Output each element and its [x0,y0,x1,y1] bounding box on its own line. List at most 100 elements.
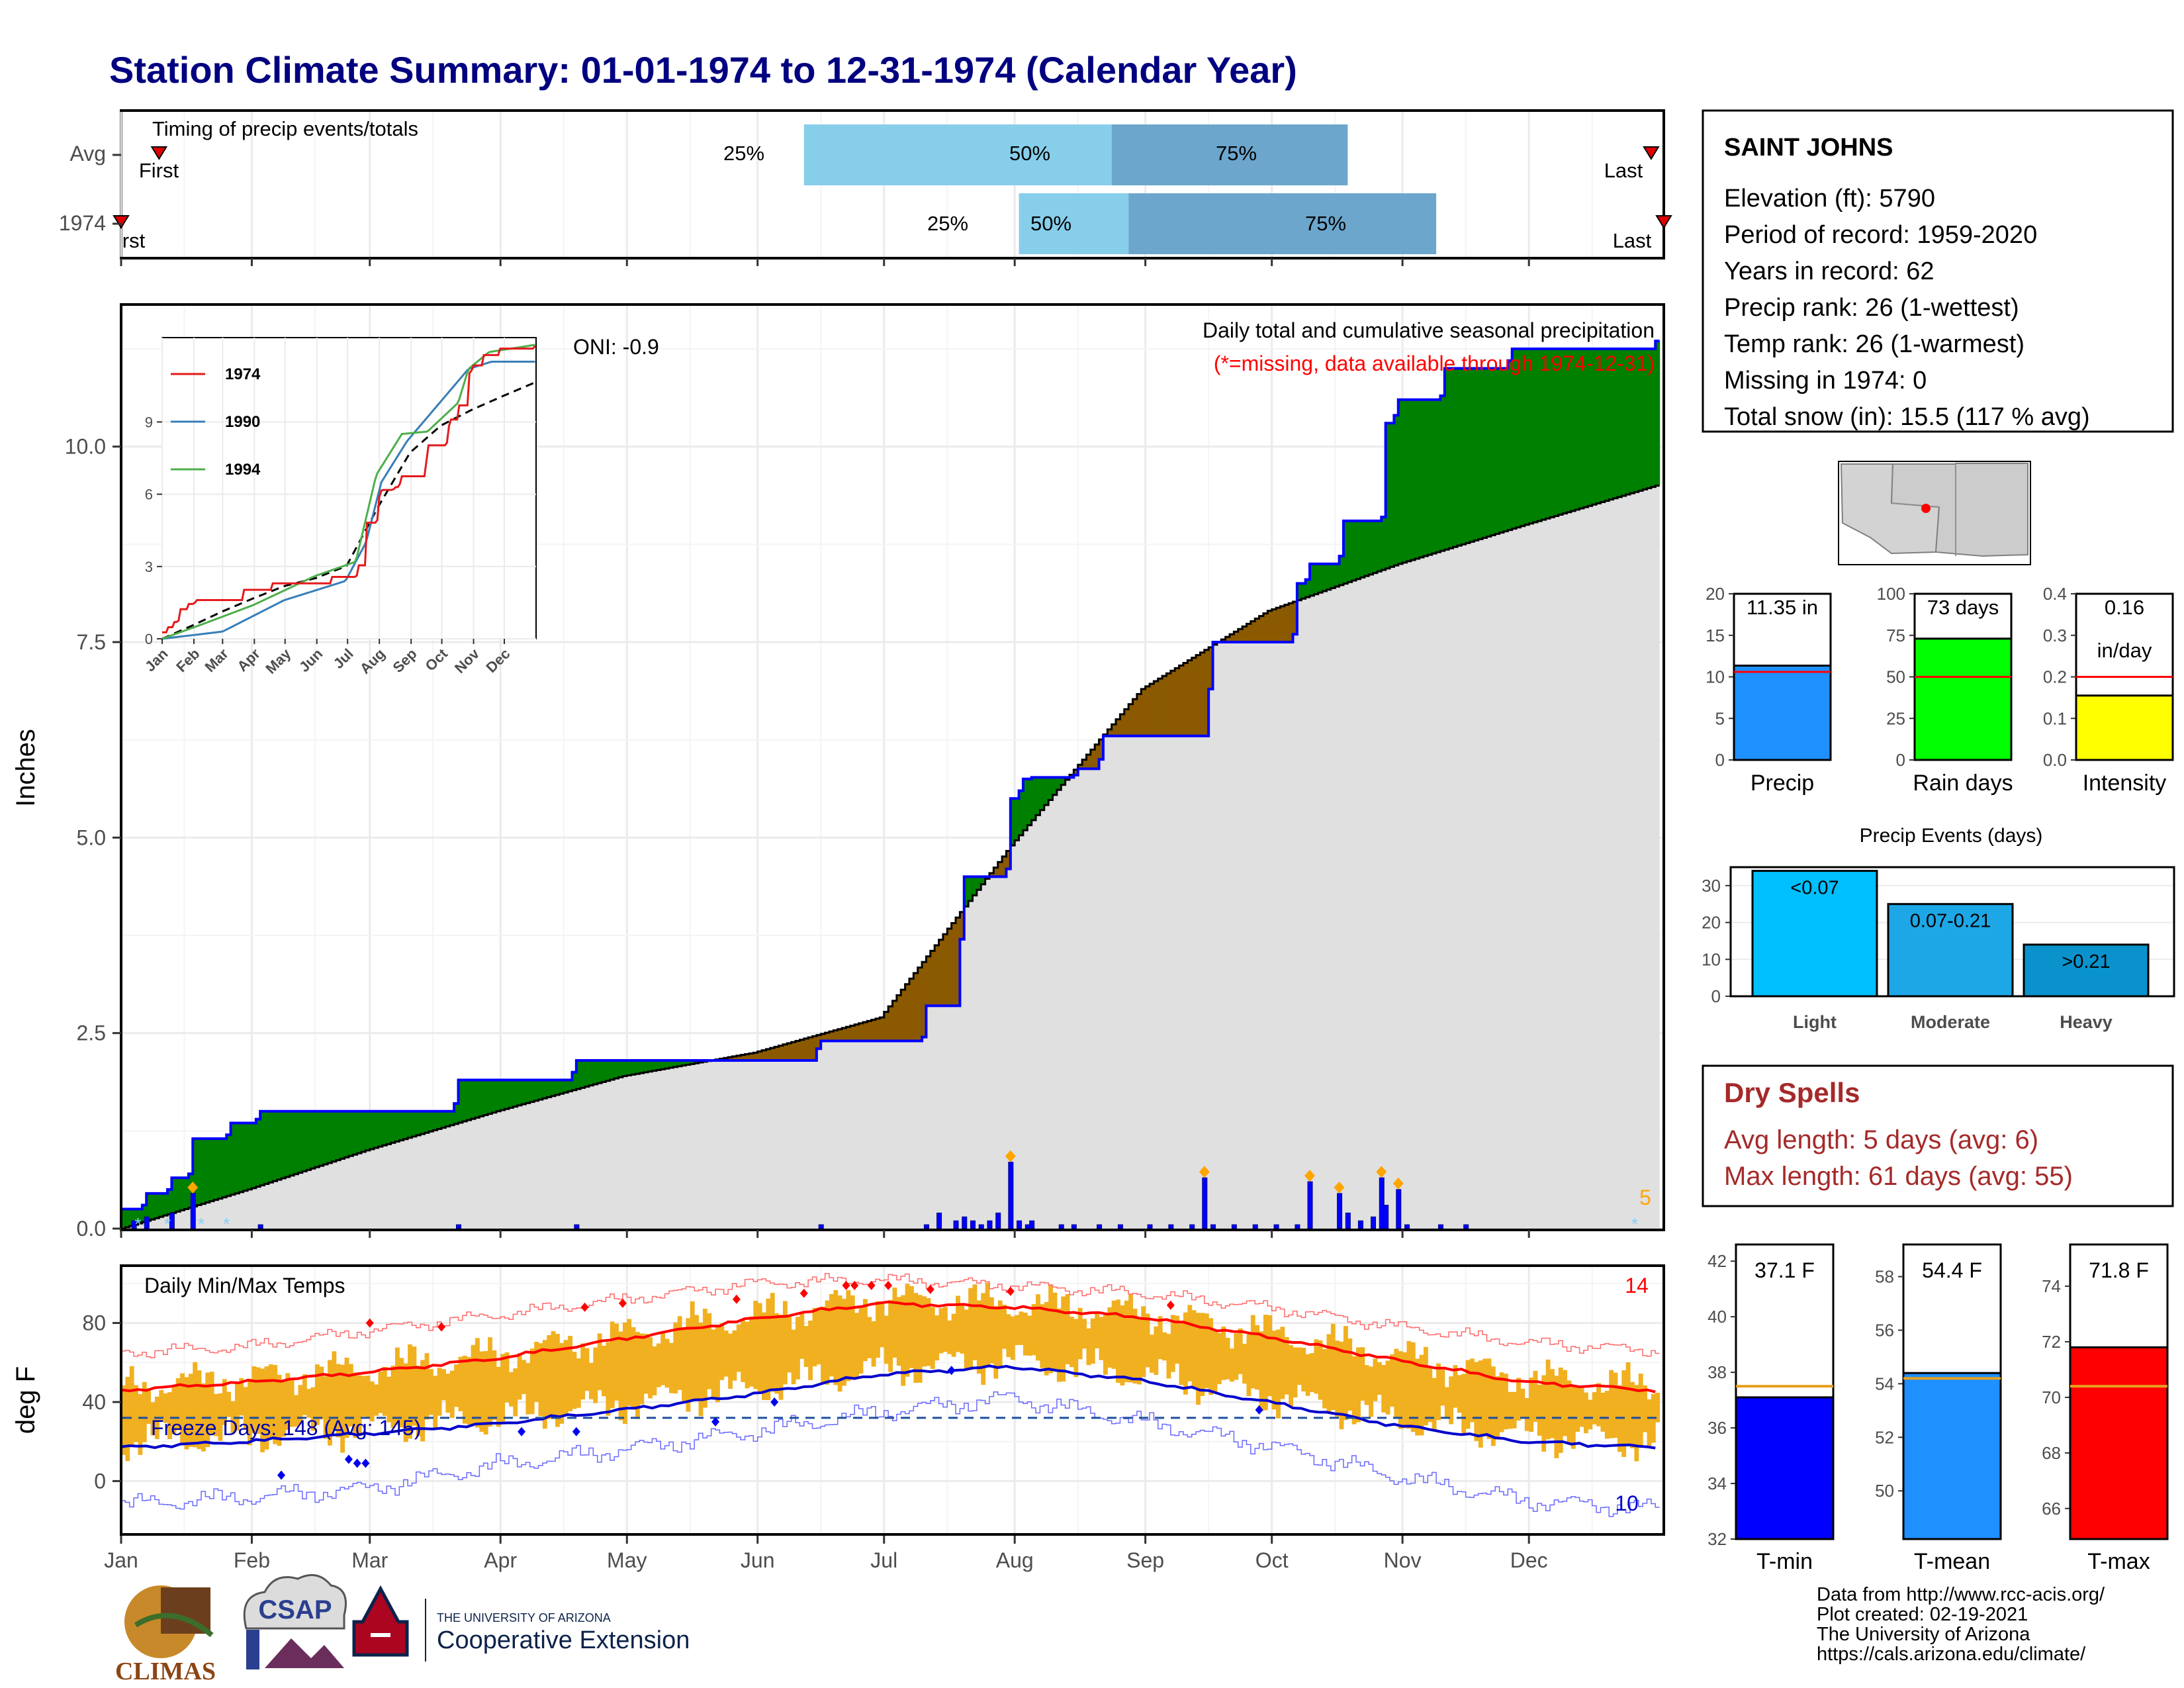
daily-temp-range-bar [1461,1374,1467,1434]
daily-temp-range-bar [424,1353,430,1420]
above-average-area [146,1193,152,1221]
above-average-area [1651,348,1656,487]
above-average-area [394,1111,400,1142]
record-low-diamond-icon [518,1427,526,1436]
above-average-area [142,1205,147,1223]
daily-temp-range-bar [1550,1369,1555,1438]
station-line-7: Total snow (in): 15.5 (117 % avg) [1724,403,2090,431]
daily-temp-range-bar [1330,1323,1336,1410]
below-average-area [732,1056,737,1061]
above-average-area [167,1189,173,1215]
daily-temp-range-bar [1183,1312,1188,1395]
month-x-label: Oct [1255,1548,1289,1572]
above-average-area [1015,798,1020,841]
above-average-area [387,1111,392,1145]
daily-temp-range-bar [264,1366,269,1450]
below-average-area [884,1011,889,1041]
month-x-label: Sep [1126,1548,1164,1572]
above-average-area [1385,423,1390,569]
below-average-area [951,923,956,1006]
daily-temp-range-bar [1643,1385,1648,1432]
above-average-area [1558,348,1563,515]
daily-temp-range-bar [1398,1351,1403,1429]
above-average-area [365,1111,371,1150]
below-average-area [833,1030,839,1041]
daily-temp-range-bar [382,1366,387,1416]
record-high-diamond-icon [618,1298,627,1308]
daily-temp-range-bar [660,1332,666,1385]
below-average-area [1204,649,1209,736]
daily-temp-range-bar [1056,1308,1062,1382]
month-x-label: Apr [484,1548,517,1572]
below-average-area [871,1019,876,1041]
daily-temp-range-bar [1136,1318,1142,1385]
above-average-area [416,1111,421,1135]
daily-temp-range-bar [1410,1342,1416,1432]
daily-temp-range-bar [1423,1346,1428,1426]
daily-temp-range-bar [517,1353,522,1400]
below-average-area [1002,856,1007,877]
missing-day-asterisk-icon: * [164,1214,171,1234]
below-average-area [1175,668,1180,736]
above-average-area [1335,563,1340,587]
daily-temp-range-bar [197,1370,202,1450]
daily-temp-range-bar [778,1314,784,1400]
daily-temp-range-bar [1246,1334,1251,1396]
daily-temp-range-bar [1634,1385,1639,1462]
above-average-area [475,1080,480,1118]
daily-temp-range-bar [441,1369,446,1401]
below-average-area [1259,616,1264,642]
above-average-area [1533,348,1538,522]
above-average-area [285,1111,291,1177]
above-average-area [648,1060,653,1072]
average-cumulative-line [121,485,1660,1230]
below-average-area [837,1029,842,1041]
daily-temp-range-bar [1347,1338,1353,1411]
daily-temp-range-bar [1600,1392,1606,1432]
above-average-area [268,1111,273,1183]
above-average-area [357,1111,362,1154]
daily-temp-range-bar [462,1356,467,1424]
csap-logo-text: CSAP [258,1595,332,1624]
above-average-area [1625,348,1631,495]
temp-summary-value-label: 54.4 F [1922,1258,1982,1282]
below-average-area [762,1050,767,1061]
timing-bar-q25-q50 [803,124,1112,185]
daily-temp-range-bar [736,1324,741,1372]
daily-temp-range-bar [673,1322,678,1394]
daily-temp-range-bar [1175,1315,1180,1364]
events-bar [1751,870,1878,998]
above-average-area [976,876,981,890]
daily-temp-range-bar [1647,1399,1652,1446]
above-average-area [1402,399,1408,563]
above-average-area [230,1123,236,1195]
daily-temp-range-bar [652,1346,657,1395]
daily-temp-range-bar [1567,1380,1572,1445]
temp-y-tick-label: 40 [82,1390,106,1414]
daily-temp-range-bar [1314,1339,1319,1394]
above-average-area [1297,583,1302,600]
temp-frame [120,1264,1665,1536]
temp-summary-tick-label: 68 [2042,1443,2061,1463]
above-average-area [458,1080,463,1123]
page-title: Station Climate Summary: 01-01-1974 to 1… [109,49,1297,91]
daily-temp-range-bar [319,1366,324,1420]
daily-temp-range-bar [1503,1374,1508,1430]
daily-temp-range-bar [1166,1334,1171,1379]
daily-temp-range-bar [458,1356,463,1411]
below-average-area [892,1000,897,1041]
daily-temp-range-bar [281,1380,286,1437]
daily-temp-range-bar [412,1346,417,1426]
above-average-area [508,1080,514,1108]
above-average-area [1377,520,1382,572]
daily-temp-range-bar [1086,1328,1091,1366]
daily-temp-range-bar [361,1376,366,1417]
above-average-area [264,1111,269,1184]
above-average-area [154,1193,159,1219]
mini-bar-tick-label: 0 [1715,750,1725,770]
mini-bar-value-label: 73 days [1927,596,1999,619]
mini-bar-tick-label: 0.1 [2043,708,2067,728]
daily-temp-range-bar [930,1307,935,1370]
month-x-label: Nov [1384,1548,1422,1572]
temp-summary-tick-label: 36 [1707,1418,1727,1438]
